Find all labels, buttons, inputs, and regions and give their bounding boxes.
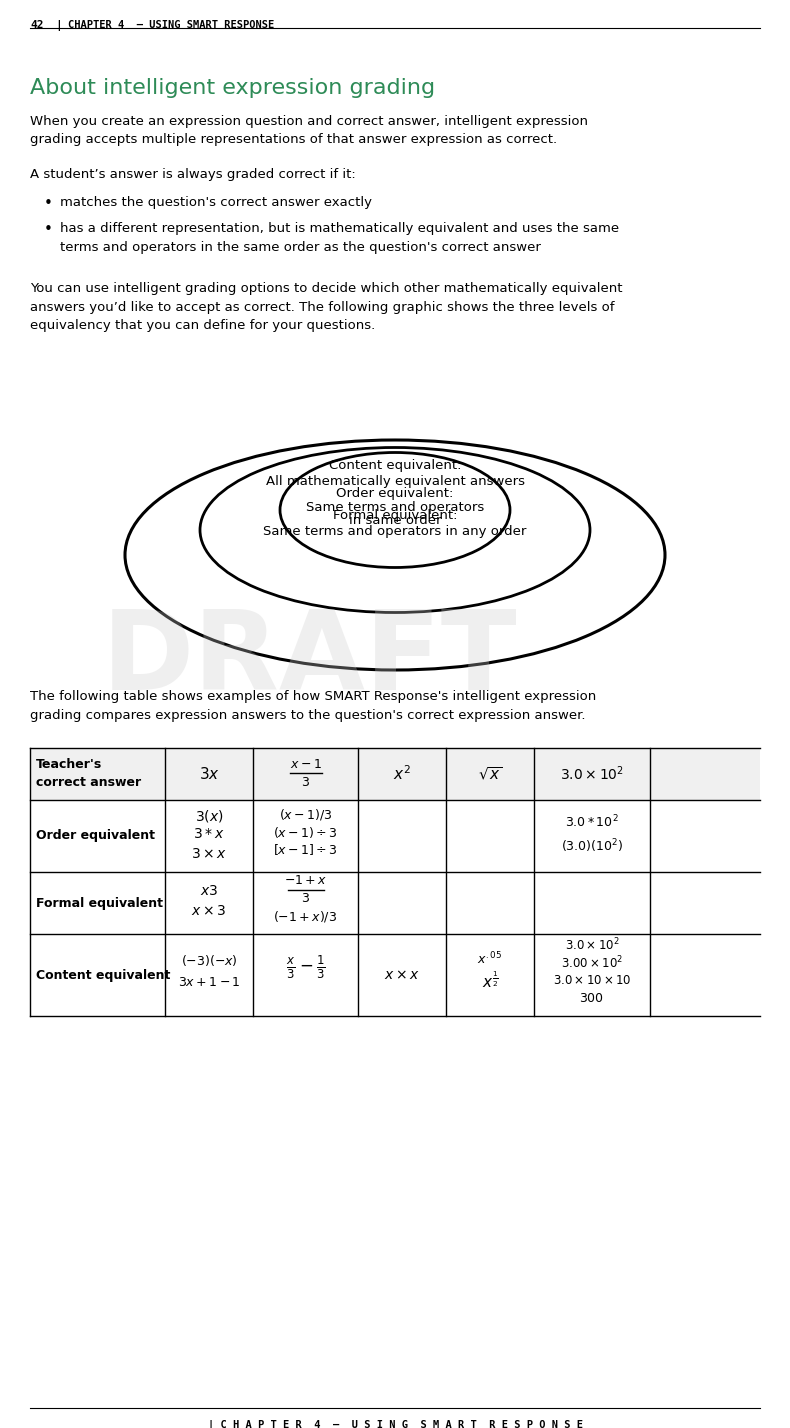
Text: About intelligent expression grading: About intelligent expression grading xyxy=(30,79,435,99)
Text: $(x-1)/3$: $(x-1)/3$ xyxy=(279,807,333,821)
Text: $3$: $3$ xyxy=(301,777,310,790)
Text: Content equivalent:: Content equivalent: xyxy=(329,458,461,471)
Text: $x^{.05}$: $x^{.05}$ xyxy=(477,951,502,967)
Bar xyxy=(30,748,760,800)
Text: You can use intelligent grading options to decide which other mathematically equ: You can use intelligent grading options … xyxy=(30,281,623,331)
Text: $3(x)$: $3(x)$ xyxy=(194,808,224,824)
Text: has a different representation, but is mathematically equivalent and uses the sa: has a different representation, but is m… xyxy=(60,221,619,254)
Text: •: • xyxy=(44,196,53,211)
Text: All mathematically equivalent answers: All mathematically equivalent answers xyxy=(265,476,525,488)
Text: $3$: $3$ xyxy=(301,892,310,905)
Text: DRAFT: DRAFT xyxy=(102,607,517,714)
Text: $3.0\times10^2$: $3.0\times10^2$ xyxy=(565,937,619,954)
Text: $(-3)(-x)$: $(-3)(-x)$ xyxy=(181,954,237,968)
Text: Order equivalent: Order equivalent xyxy=(36,830,155,843)
Text: Same terms and operators: Same terms and operators xyxy=(306,500,484,514)
Text: $(-1+x)/3$: $(-1+x)/3$ xyxy=(273,910,337,924)
Text: $x^2$: $x^2$ xyxy=(393,764,411,784)
Text: $x-1$: $x-1$ xyxy=(290,758,322,771)
Text: •: • xyxy=(44,221,53,237)
Text: |: | xyxy=(55,20,62,31)
Text: matches the question's correct answer exactly: matches the question's correct answer ex… xyxy=(60,196,372,208)
Text: $3x$: $3x$ xyxy=(198,765,220,783)
Text: | C H A P T E R  4  –  U S I N G  S M A R T  R E S P O N S E: | C H A P T E R 4 – U S I N G S M A R T … xyxy=(208,1419,582,1428)
Text: $3.0\times10\times10$: $3.0\times10\times10$ xyxy=(553,974,631,988)
Text: The following table shows examples of how SMART Response's intelligent expressio: The following table shows examples of ho… xyxy=(30,690,596,721)
Text: CHAPTER 4  – USING SMART RESPONSE: CHAPTER 4 – USING SMART RESPONSE xyxy=(68,20,274,30)
Text: $3.0*10^2$: $3.0*10^2$ xyxy=(565,814,619,830)
Text: Formal equivalent: Formal equivalent xyxy=(36,897,163,910)
Text: Order equivalent:: Order equivalent: xyxy=(337,487,453,500)
Text: in same order: in same order xyxy=(348,514,442,527)
Text: correct answer: correct answer xyxy=(36,775,141,788)
Text: A student’s answer is always graded correct if it:: A student’s answer is always graded corr… xyxy=(30,169,356,181)
Text: $[x-1]\div3$: $[x-1]\div3$ xyxy=(273,843,338,857)
Text: $300$: $300$ xyxy=(580,992,604,1005)
Text: $\frac{x}{3}-\frac{1}{3}$: $\frac{x}{3}-\frac{1}{3}$ xyxy=(286,954,325,981)
Text: $3.00\times10^2$: $3.00\times10^2$ xyxy=(561,955,623,971)
Text: Content equivalent: Content equivalent xyxy=(36,968,171,981)
Text: $3*x$: $3*x$ xyxy=(194,827,224,841)
Text: $3.0\times10^2$: $3.0\times10^2$ xyxy=(560,765,624,784)
Text: $x\times x$: $x\times x$ xyxy=(384,968,420,982)
Text: $\sqrt{x}$: $\sqrt{x}$ xyxy=(478,765,502,783)
Text: Formal equivalent:: Formal equivalent: xyxy=(333,508,457,521)
Text: $x\times3$: $x\times3$ xyxy=(191,904,227,918)
Text: 42: 42 xyxy=(30,20,43,30)
Text: $3\times x$: $3\times x$ xyxy=(191,847,227,861)
Text: Teacher's: Teacher's xyxy=(36,757,102,771)
Text: $(3.0)(10^2)$: $(3.0)(10^2)$ xyxy=(561,837,623,855)
Text: $(x-1)\div3$: $(x-1)\div3$ xyxy=(273,824,338,840)
Text: $x^{\frac{1}{2}}$: $x^{\frac{1}{2}}$ xyxy=(482,971,498,991)
Text: $-1+x$: $-1+x$ xyxy=(284,874,327,887)
Text: Same terms and operators in any order: Same terms and operators in any order xyxy=(263,524,527,537)
Text: $x3$: $x3$ xyxy=(200,884,218,898)
Text: When you create an expression question and correct answer, intelligent expressio: When you create an expression question a… xyxy=(30,116,588,147)
Text: $3x+1-1$: $3x+1-1$ xyxy=(178,977,240,990)
